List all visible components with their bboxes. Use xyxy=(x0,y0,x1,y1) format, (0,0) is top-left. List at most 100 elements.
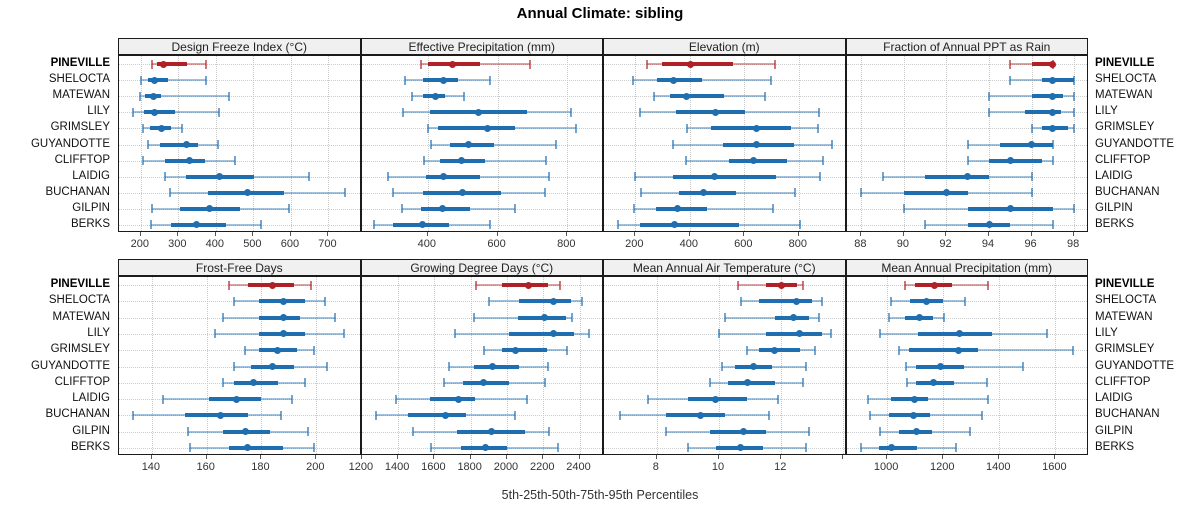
row-label-left: LAIDIG xyxy=(72,169,110,182)
row-label-left: GRIMSLEY xyxy=(50,121,110,134)
iqr-bar xyxy=(709,429,766,434)
percentile-whisker xyxy=(140,95,229,98)
whisker-cap-p95 xyxy=(334,313,337,323)
whisker-cap-p95 xyxy=(1073,107,1076,117)
median-dot xyxy=(488,363,496,370)
whisker-cap-p5 xyxy=(392,188,395,198)
hgrid-line xyxy=(604,285,845,287)
whisker-cap-p95 xyxy=(794,188,796,198)
row-label-left: CLIFFTOP xyxy=(54,153,110,166)
median-dot xyxy=(233,395,241,403)
vgrid-line xyxy=(1055,277,1057,454)
median-dot xyxy=(777,281,785,289)
iqr-bar xyxy=(656,206,708,211)
whisker-cap-p5 xyxy=(186,427,189,437)
axis-tick xyxy=(360,455,362,459)
axis-tick xyxy=(988,232,990,236)
whisker-cap-p5 xyxy=(213,329,216,339)
whisker-cap-p5 xyxy=(739,296,742,306)
axis-tick-label: 1600 xyxy=(1042,461,1067,473)
whisker-cap-p5 xyxy=(888,313,891,323)
row-label-left: GRIMSLEY xyxy=(50,343,110,356)
iqr-bar xyxy=(408,413,467,418)
median-dot xyxy=(441,411,449,419)
median-dot xyxy=(455,395,463,403)
median-dot xyxy=(711,108,719,116)
iqr-bar xyxy=(147,78,169,83)
median-dot xyxy=(216,411,224,419)
median-dot xyxy=(480,379,488,387)
median-dot xyxy=(964,173,972,181)
median-dot xyxy=(929,379,937,387)
axis-tick xyxy=(496,232,498,236)
panel-strip: Frost-Free Days xyxy=(118,259,361,276)
whisker-cap-p95 xyxy=(543,378,546,388)
whisker-cap-p95 xyxy=(279,410,282,420)
whisker-cap-p95 xyxy=(799,220,802,230)
axis-tick xyxy=(578,455,580,459)
hgrid-line xyxy=(361,80,603,82)
vgrid-line xyxy=(689,56,691,231)
median-dot xyxy=(457,157,465,165)
whisker-cap-p5 xyxy=(665,427,668,437)
row-label-right: GILPIN xyxy=(1095,201,1133,214)
median-dot xyxy=(1028,141,1036,148)
hgrid-line xyxy=(846,431,1088,433)
axis-tick-label: 8 xyxy=(652,461,659,473)
row-label-right: BERKS xyxy=(1095,440,1134,453)
whisker-cap-p5 xyxy=(387,172,390,182)
whisker-cap-p5 xyxy=(423,156,426,166)
median-dot xyxy=(193,221,201,229)
axis-tick xyxy=(718,455,720,459)
hgrid-line xyxy=(119,80,360,82)
axis-tick xyxy=(780,455,782,459)
row-label-left: MATEWAN xyxy=(52,310,111,323)
hgrid-line xyxy=(846,301,1088,303)
whisker-cap-p95 xyxy=(309,280,312,290)
whisker-cap-p95 xyxy=(571,313,574,323)
axis-tick xyxy=(177,232,179,236)
whisker-cap-p95 xyxy=(547,427,550,437)
panel-plot xyxy=(845,55,1088,232)
axis-tick xyxy=(252,232,254,236)
whisker-cap-p5 xyxy=(233,296,236,306)
whisker-cap-p95 xyxy=(543,188,546,198)
whisker-cap-p5 xyxy=(646,59,649,69)
whisker-cap-p5 xyxy=(132,107,135,117)
row-label-left: LAIDIG xyxy=(72,392,110,405)
hgrid-line xyxy=(361,399,603,401)
whisker-cap-p95 xyxy=(1073,204,1076,214)
whisker-cap-p5 xyxy=(146,140,149,149)
whisker-cap-p95 xyxy=(326,362,329,371)
iqr-bar xyxy=(164,158,205,163)
whisker-cap-p5 xyxy=(233,362,236,371)
hgrid-line xyxy=(846,64,1088,66)
hgrid-line xyxy=(846,224,1088,226)
median-dot xyxy=(700,189,708,197)
whisker-cap-p5 xyxy=(402,107,405,117)
vgrid-line xyxy=(253,56,255,231)
iqr-bar xyxy=(258,315,300,320)
median-dot xyxy=(525,281,533,289)
median-dot xyxy=(279,297,287,305)
iqr-bar xyxy=(437,126,516,131)
hgrid-line xyxy=(604,160,845,162)
whisker-cap-p95 xyxy=(1051,220,1054,230)
row-label-right: CLIFFTOP xyxy=(1095,375,1151,388)
vgrid-line xyxy=(989,56,991,231)
whisker-cap-p95 xyxy=(1072,345,1075,355)
vgrid-line xyxy=(398,277,400,454)
median-dot xyxy=(243,189,251,197)
median-dot xyxy=(912,428,920,436)
median-dot xyxy=(686,60,694,68)
whisker-cap-p95 xyxy=(233,156,236,166)
whisker-cap-p5 xyxy=(151,204,154,214)
axis-tick-label: 1200 xyxy=(348,461,374,473)
iqr-bar xyxy=(473,364,519,369)
axis-tick-label: 1200 xyxy=(929,461,955,473)
axis-tick-label: 200 xyxy=(625,238,644,250)
axis-tick-label: 600 xyxy=(487,238,506,250)
whisker-cap-p95 xyxy=(307,172,310,182)
hgrid-line xyxy=(361,208,603,210)
hgrid-line xyxy=(119,64,360,66)
